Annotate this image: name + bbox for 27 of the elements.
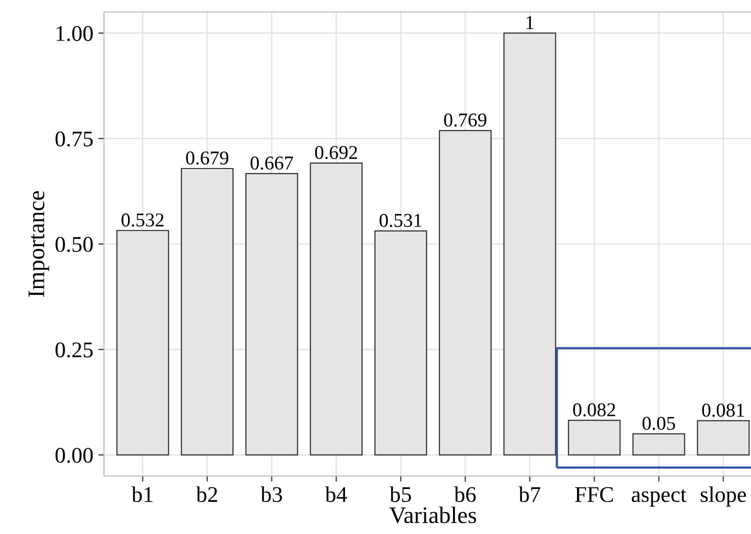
x-tick-label: aspect [632,489,686,507]
data-label: 0.679 [186,151,228,165]
x-tick-label: FFC [575,487,613,502]
data-label: 0.692 [315,146,358,160]
data-label: 0.082 [573,403,616,416]
data-label: 0.531 [380,214,422,228]
x-tick-label: b1 [132,486,152,502]
data-label: 0.05 [642,416,676,430]
x-tick-label: b7 [518,486,540,502]
data-label: 0.081 [702,404,744,417]
y-tick-label: 1.00 [56,26,93,42]
y-tick-label: 0.75 [56,131,93,147]
y-axis-title: Importance [28,191,50,297]
x-tick-label: b4 [325,486,347,502]
data-label: 0.532 [122,213,164,227]
x-tick-label: b5 [390,486,411,502]
x-tick-label: b2 [196,486,218,502]
x-tick-label: b3 [260,486,282,502]
y-tick-label: 0.00 [56,448,93,463]
x-axis-title: Variables [389,506,476,524]
x-tick-label: b6 [454,486,476,502]
y-tick-label: 0.25 [56,342,93,358]
data-label: 0.769 [444,113,486,127]
data-label: 1 [526,16,534,29]
y-tick-label: 0.50 [56,236,93,252]
x-tick-label: slope [700,486,746,507]
data-label: 0.667 [250,156,294,170]
